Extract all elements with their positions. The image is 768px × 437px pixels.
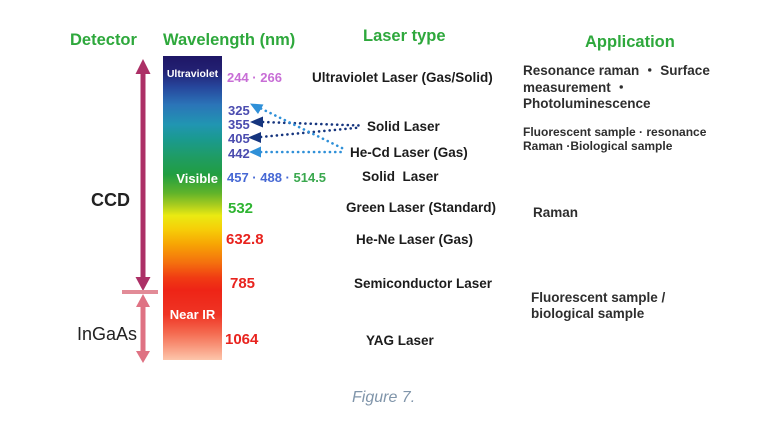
application-nir-line1: Fluorescent sample / [531,290,666,305]
application-uv: Resonance raman ・ Surface measurement ・ … [523,63,710,113]
solid-laser-355-pointer [250,116,362,128]
application-raman: Raman [533,205,579,220]
wavelength-405: 405 [228,131,250,146]
wavelength-457-488: 457 · 488 · [227,170,294,185]
header-wavelength: Wavelength (nm) [163,31,296,49]
laser-hene: He-Ne Laser (Gas) [356,232,474,247]
ccd-label: CCD [91,190,130,210]
application-nir-line2: biological sample [531,305,645,321]
application-visible: Fluorescent sample · resonance Raman ·Bi… [523,125,707,153]
laser-hecd: He-Cd Laser (Gas) [350,145,468,160]
laser-green: Green Laser (Standard) [346,200,497,215]
wavelength-442: 442 [228,146,250,161]
header-application: Application [585,33,675,51]
wavelength-325: 325 [228,103,250,118]
near-ir-region-label: Near IR [169,307,216,322]
laser-yag: YAG Laser [366,333,434,348]
wavelength-244-266: 244 · 266 [227,70,282,85]
application-visible-line2: Raman ·Biological sample [523,138,673,153]
wavelength-632: 632.8 [226,231,264,248]
wavelength-514: 514.5 [293,170,327,185]
ingaas-label: InGaAs [77,324,138,344]
application-uv-line1: Resonance raman ・ Surface [523,63,710,78]
wavelength-355: 355 [228,117,250,132]
wavelength-532: 532 [228,200,254,217]
laser-solid-uv: Solid Laser [367,119,440,134]
figure-caption: Figure 7. [352,389,416,406]
uv-region-label: Ultraviolet [166,68,219,80]
application-uv-line3: Photoluminescence [523,96,651,111]
header-laser-type: Laser type [363,27,446,45]
ccd-ingaas-divider [122,290,158,294]
laser-solid-visible: Solid Laser [362,169,439,184]
spectrum-bar: Ultraviolet Visible Near IR [163,56,222,360]
header-detector: Detector [70,31,137,49]
hecd-laser-325-pointer [250,103,348,152]
laser-ultraviolet: Ultraviolet Laser (Gas/Solid) [312,70,493,85]
ccd-range-arrow [135,59,151,291]
application-uv-line2: measurement ・ [523,79,629,95]
application-visible-line1: Fluorescent sample · resonance [523,125,707,139]
wavelength-1064: 1064 [225,331,259,348]
solid-laser-405-pointer [248,126,362,143]
hecd-laser-442-pointer [249,146,344,158]
application-nir: Fluorescent sample / biological sample [531,290,665,321]
laser-semiconductor: Semiconductor Laser [354,276,493,291]
visible-region-label: Visible [176,171,218,186]
wavelength-785: 785 [230,275,256,292]
wavelength-457-488-514: 457 · 488 · 514.5 [227,170,326,185]
ingaas-range-arrow [136,294,150,363]
